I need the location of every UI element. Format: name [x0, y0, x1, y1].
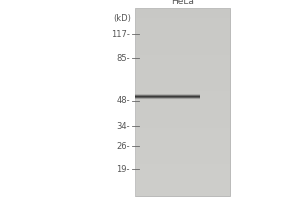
Text: 85-: 85-: [116, 54, 130, 63]
Bar: [135, 8, 230, 196]
Text: 117-: 117-: [111, 30, 130, 39]
Text: (kD): (kD): [113, 14, 131, 23]
Text: HeLa: HeLa: [171, 0, 194, 6]
Text: 26-: 26-: [116, 142, 130, 151]
Text: 34-: 34-: [116, 122, 130, 131]
Text: 48-: 48-: [116, 96, 130, 105]
Text: 19-: 19-: [116, 165, 130, 174]
